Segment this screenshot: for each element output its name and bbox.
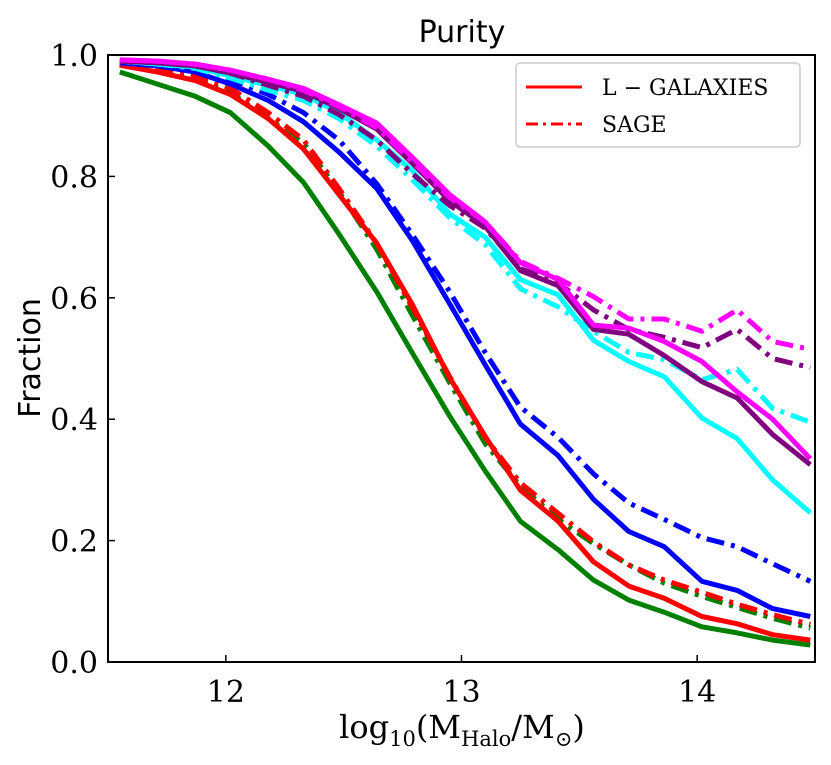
y-tick-label-0.6: 0.6 bbox=[50, 282, 98, 317]
x-axis-label: log10(MHalo/M⊙) bbox=[339, 708, 585, 751]
series-line-green-dashdot bbox=[119, 62, 811, 631]
x-label-close: ) bbox=[572, 708, 584, 746]
series-line-green-solid bbox=[119, 69, 811, 648]
series-line-red-dashdot bbox=[119, 60, 811, 627]
y-tick-label-0.0: 0.0 bbox=[50, 646, 98, 681]
legend-box bbox=[515, 62, 801, 148]
axis-ticks: 12 13 14 0.0 0.2 0.4 0.6 0.8 1.0 bbox=[50, 39, 716, 710]
x-tick-label-12: 12 bbox=[207, 675, 245, 710]
y-axis-label: Fraction bbox=[13, 298, 48, 418]
x-label-open: (M bbox=[416, 708, 461, 746]
x-label-halo: Halo bbox=[461, 727, 511, 751]
series-line-red-solid bbox=[119, 62, 811, 643]
y-tick-label-0.2: 0.2 bbox=[50, 525, 98, 560]
x-tick-label-14: 14 bbox=[678, 675, 716, 710]
series-curves bbox=[119, 57, 813, 648]
x-tick-label-13: 13 bbox=[442, 675, 480, 710]
x-label-slash: /M bbox=[511, 708, 555, 746]
y-tick-label-1.0: 1.0 bbox=[50, 39, 98, 74]
x-label-log: log bbox=[339, 708, 389, 746]
series-line-blue-solid bbox=[119, 60, 811, 619]
legend-label-l-galaxies: L − GALAXIES bbox=[602, 76, 768, 101]
series-line-magenta-dashdot bbox=[119, 57, 811, 352]
y-tick-label-0.8: 0.8 bbox=[50, 160, 98, 195]
legend-label-sage: SAGE bbox=[602, 113, 667, 138]
chart-title: Purity bbox=[419, 15, 506, 50]
x-label-sub10: 10 bbox=[389, 727, 416, 751]
series-line-purple-dashdot bbox=[119, 58, 811, 371]
x-label-sun: ⊙ bbox=[555, 727, 573, 751]
legend: L − GALAXIES SAGE bbox=[515, 62, 801, 148]
y-tick-label-0.4: 0.4 bbox=[50, 403, 98, 438]
